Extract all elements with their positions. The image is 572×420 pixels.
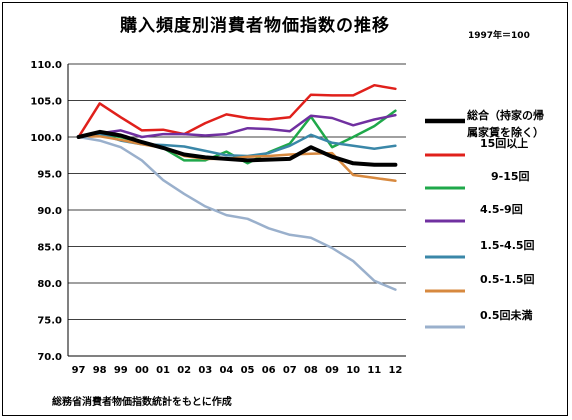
legend-label: 0.5回未満 xyxy=(480,308,533,322)
x-tick-label: 06 xyxy=(262,365,276,376)
legend-label: 0.5-1.5回 xyxy=(480,272,535,286)
legend-label: 9-15回 xyxy=(480,169,530,183)
series-line xyxy=(76,129,398,167)
y-tick-label: 105.0 xyxy=(30,97,62,108)
x-tick-label: 99 xyxy=(114,365,128,376)
x-tick-label: 08 xyxy=(304,365,318,376)
gridlines xyxy=(68,63,406,320)
x-tick-label: 11 xyxy=(367,365,381,376)
y-tick-label: 110.0 xyxy=(30,60,62,71)
series-line xyxy=(77,83,397,139)
x-tick-label: 02 xyxy=(177,365,191,376)
x-tick-label: 07 xyxy=(283,365,297,376)
y-tick-label: 85.0 xyxy=(37,243,62,254)
chart-frame xyxy=(2,2,568,416)
legend-label: 4.5-9回 xyxy=(480,202,523,216)
legend-label: 15回以上 xyxy=(480,136,528,150)
x-tick-label: 97 xyxy=(72,365,86,376)
x-tick-label: 00 xyxy=(135,365,149,376)
x-tick-label: 05 xyxy=(241,365,255,376)
series-lines xyxy=(76,83,398,291)
y-tick-label: 75.0 xyxy=(37,316,62,327)
x-tick-label: 98 xyxy=(93,365,107,376)
x-tick-label: 04 xyxy=(219,365,233,376)
series-line xyxy=(77,113,397,139)
x-tick-labels: 97 98 99 00 01 02 03 04 05 06 07 08 09 10 11 12 xyxy=(72,365,403,376)
x-tick-label: 03 xyxy=(198,365,212,376)
y-tick-label: 80.0 xyxy=(37,279,62,290)
x-tick-label: 12 xyxy=(388,365,402,376)
legend-label: 属家賃を除く） xyxy=(467,125,544,139)
legend-label: 1.5-4.5回 xyxy=(480,238,535,252)
y-tick-label: 90.0 xyxy=(37,206,62,217)
axes xyxy=(67,64,406,357)
source-note: 総務省消費者物価指数統計をもとに作成 xyxy=(52,397,232,408)
y-tick-label: 95.0 xyxy=(37,170,62,181)
y-tick-labels: 70.0 75.0 80.0 85.0 90.0 95.0 100.0 105.0 110.0 xyxy=(30,60,62,363)
y-tick-label: 100.0 xyxy=(30,133,62,144)
base-year-note: 1997年＝100 xyxy=(468,31,530,41)
x-tick-label: 09 xyxy=(325,365,339,376)
series-line xyxy=(77,135,397,291)
chart-title: 購入頻度別消費者物価指数の推移 xyxy=(120,16,390,36)
x-tick-label: 01 xyxy=(156,365,170,376)
y-tick-label: 70.0 xyxy=(37,352,62,363)
legend-label: 総合（持家の帰 xyxy=(467,108,544,122)
x-tick-label: 10 xyxy=(346,365,360,376)
